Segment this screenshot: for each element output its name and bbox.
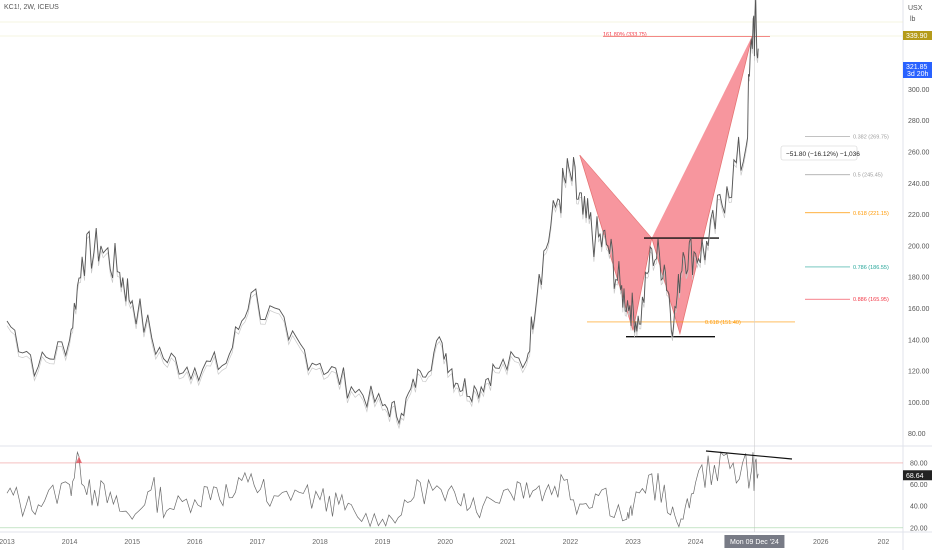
time-tick-label: 2022 [563,539,579,546]
price-tick-label: 240.00 [908,181,930,188]
price-tick-label: 120.00 [908,369,930,376]
time-tick-label: 2014 [62,539,78,546]
rsi-tick-label: 60.00 [910,482,928,489]
price-series [6,0,759,430]
price-tick-label: 300.00 [908,87,930,94]
price-tick-label: 180.00 [908,275,930,282]
measure-tooltip-box [780,145,858,161]
pattern-wing-xab [579,155,652,331]
rsi-bands [0,462,903,529]
time-cursor-badge [724,535,785,548]
price-tick-label: 140.00 [908,337,930,344]
rsi-value-badge [903,470,932,481]
time-tick-label: 2013 [0,539,15,546]
time-tick-label: 2026 [813,539,829,546]
pattern-xb-leg [579,154,653,239]
price-tick-label: 80.00 [908,431,926,438]
currency-label: USX [908,5,923,12]
time-axis: 2013 2014 2015 2016 2017 2018 2019 2020 2021 2022… [0,535,889,548]
rsi-line [6,450,759,528]
measure-label: −51.80 (−16.12%) −1,036 [786,151,860,158]
price-badge-countdown: 3d 20h [907,71,929,78]
time-tick-label: 2021 [500,539,516,546]
rsi-divergence-line [705,450,793,460]
rsi-tick-label: 80.00 [910,460,928,467]
fib-level-label: 161.80% (333.75) [603,32,647,38]
fib-level-label: 0.786 (186.55) [853,265,889,271]
price-tick-label: 220.00 [908,212,930,219]
time-tick-label: 2018 [312,539,328,546]
price-axis: 80.00 100.00 120.00 140.00 160.00 180.00 200.0… [908,87,930,438]
time-tick-label: 2015 [124,539,140,546]
fib-level-label: 0.382 (269.75) [853,135,889,141]
symbol-label: KC1!, 2W, ICEUS [4,4,59,11]
price-line [6,0,759,425]
price-badge [903,62,932,78]
unit-label: lb [910,16,916,23]
fib-level-label: 0.886 (165.95) [853,297,889,303]
price-badge [903,31,932,40]
time-cursor-label: Mon 09 Dec '24 [730,539,779,546]
time-tick-label: 2019 [375,539,391,546]
time-tick-label: 2024 [688,539,704,546]
fib-level-label: 0.5 (245.45) [853,173,883,179]
price-tick-label: 280.00 [908,118,930,125]
price-tick-label: 200.00 [908,243,930,250]
rsi-overbought-peak [75,456,82,463]
time-tick-label: 2017 [250,539,266,546]
fib-level-label: 0.618 (151.40) [705,320,741,326]
price-tick-label: 260.00 [908,149,930,156]
time-tick-label: 202 [878,539,890,546]
price-tick-label: 160.00 [908,306,930,313]
chart-header: KC1!, 2W, ICEUS [4,4,59,11]
time-tick-label: 2023 [625,539,641,546]
measure-tooltip: −51.80 (−16.12%) −1,036 [780,145,860,161]
rsi-series [6,450,793,528]
time-tick-label: 2016 [187,539,203,546]
fib-levels: 161.80% (333.75) 0.382 (269.75) 0.5 (245.4… [587,32,889,326]
time-tick-label: 2020 [437,539,453,546]
price-shadow-line [6,0,759,430]
price-tick-label: 100.00 [908,400,930,407]
price-badge-label: 321.85 [906,64,928,71]
rsi-axis: 20.00 40.00 60.00 80.00 68.64 [903,460,932,532]
pattern-wing-bcd [651,36,752,334]
rsi-tick-label: 20.00 [910,525,928,532]
fib-level-label: 0.618 (221.15) [853,211,889,217]
trend-lines [0,0,903,532]
price-badge-label: 339.90 [906,33,928,40]
rsi-tick-label: 40.00 [910,504,928,511]
rsi-value-label: 68.64 [906,473,924,480]
